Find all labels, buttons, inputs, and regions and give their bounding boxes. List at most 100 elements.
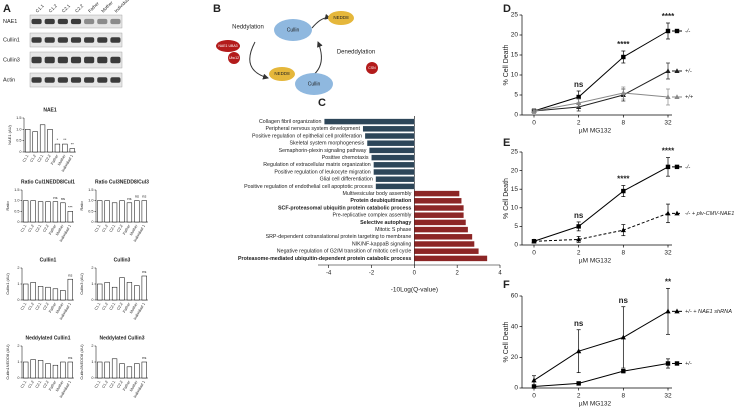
- bar: [414, 190, 460, 197]
- bar: [111, 358, 118, 379]
- data-point: [665, 28, 671, 34]
- significance: **: [71, 142, 75, 147]
- data-point: [576, 100, 582, 105]
- panel-label: A: [3, 3, 11, 15]
- y-tick-label: 1.0: [88, 199, 93, 203]
- x-tick-label: 32: [664, 250, 672, 257]
- category-label: Multivesicular body assembly: [342, 191, 411, 197]
- y-axis-label: Ratio: [5, 201, 10, 211]
- bar: [45, 201, 51, 223]
- bar: [97, 283, 103, 301]
- chart-title: Ratio Cul3NEDD8/Cul3: [95, 179, 149, 185]
- bar: [414, 241, 475, 247]
- node-label: NAE1 UBA3: [218, 44, 237, 48]
- series-line: [533, 362, 669, 387]
- x-tick-label: 0: [532, 120, 536, 127]
- bar: [414, 219, 466, 226]
- y-tick-label: 2: [17, 266, 19, 270]
- blot-band: [31, 37, 42, 43]
- blot-band: [70, 18, 82, 25]
- y-tick-label: 5: [514, 223, 518, 230]
- row-label: Actin: [3, 77, 15, 83]
- lane-label: C2.2: [74, 3, 85, 14]
- category-label: NIK/NF-kappaB signaling: [352, 241, 412, 247]
- significance: *: [57, 137, 59, 142]
- significance: ns: [142, 194, 146, 199]
- x-tick-label: Mother: [55, 379, 65, 392]
- x-tick-label: Mother: [57, 153, 67, 166]
- bar: [23, 283, 29, 301]
- blot-band: [31, 77, 42, 83]
- bar: [119, 277, 125, 301]
- category-label: SCF-proteasomal ubiquitin protein catabo…: [278, 205, 411, 211]
- y-tick-label: 1.0: [16, 127, 21, 131]
- blot-band: [97, 77, 108, 83]
- legend-label: -/- + plv-CMV-NAE1: [685, 211, 734, 217]
- blot-band: [97, 37, 108, 43]
- y-tick-label: 0: [91, 220, 93, 224]
- x-tick-label: C2.2: [116, 224, 123, 233]
- y-tick-label: 0: [17, 376, 19, 380]
- x-tick-label: C2.2: [116, 380, 123, 389]
- y-axis-label: Cullin3NEDD8 (AU): [79, 344, 84, 380]
- bar: [47, 129, 53, 153]
- category-label: Positive regulation of endothelial cell …: [244, 184, 373, 190]
- blot-band: [110, 77, 121, 83]
- data-point: [576, 94, 581, 100]
- x-tick-label: C2.2: [116, 302, 123, 311]
- blot-band: [84, 56, 95, 64]
- bar: [104, 282, 110, 301]
- blot-band: [44, 37, 55, 43]
- bar: [141, 200, 147, 223]
- bar: [126, 366, 133, 379]
- bar: [362, 126, 415, 132]
- enzyme-node: [366, 62, 378, 74]
- y-tick-label: 20: [511, 32, 519, 39]
- bar: [324, 118, 415, 125]
- y-tick-label: 40: [511, 323, 519, 330]
- legend-label: +/+: [685, 94, 694, 100]
- y-axis-label: Cullin1 (AU): [5, 273, 10, 295]
- x-axis-label: µM MG132: [579, 258, 612, 265]
- bar: [369, 147, 415, 154]
- panel-label: B: [213, 3, 221, 15]
- bar: [367, 140, 415, 146]
- x-tick-label: C2.1: [37, 154, 44, 163]
- lane-label: C1.1: [35, 3, 46, 14]
- panel-label: F: [503, 279, 510, 291]
- category-label: Proteasome-mediated ubiquitin-dependent …: [238, 256, 411, 262]
- x-tick-label: 8: [622, 250, 626, 257]
- lane-label: C2.1: [61, 3, 72, 14]
- nedd8-node: [328, 11, 354, 25]
- data-point: [665, 164, 671, 170]
- significance: ns: [68, 355, 72, 360]
- lane-label: C1.2: [48, 3, 59, 14]
- blot-band: [110, 37, 121, 43]
- significance: ns: [53, 195, 57, 200]
- y-tick-label: 1: [91, 282, 93, 286]
- bar: [111, 202, 118, 223]
- blot-band: [44, 18, 55, 25]
- y-tick-label: 1: [17, 360, 19, 364]
- y-tick-label: 25: [511, 12, 519, 19]
- arrow: [311, 13, 331, 29]
- significance: ns: [574, 211, 584, 220]
- data-point: [531, 238, 537, 244]
- bar: [375, 183, 415, 190]
- bar: [25, 129, 31, 153]
- bar: [414, 234, 473, 240]
- row-label: NAE1: [3, 19, 17, 25]
- x-tick-label: Mother: [55, 301, 65, 314]
- bar: [141, 275, 147, 301]
- y-axis-label: NAE1 (AU): [7, 124, 12, 144]
- x-tick-label: Father: [48, 301, 57, 313]
- legend-marker: [674, 308, 680, 314]
- diagram: Cullin NEDD8 Neddylation Deneddylation N…: [216, 11, 378, 95]
- significance: **: [665, 277, 672, 286]
- chart-title: Ratio Cul1NEDD8/Cul1: [21, 179, 75, 185]
- y-axis-label: % Cell Death: [503, 321, 510, 362]
- bar: [126, 282, 133, 301]
- x-tick-label: Mother: [129, 301, 139, 314]
- x-tick-label: 8: [622, 393, 626, 400]
- bar: [54, 143, 61, 153]
